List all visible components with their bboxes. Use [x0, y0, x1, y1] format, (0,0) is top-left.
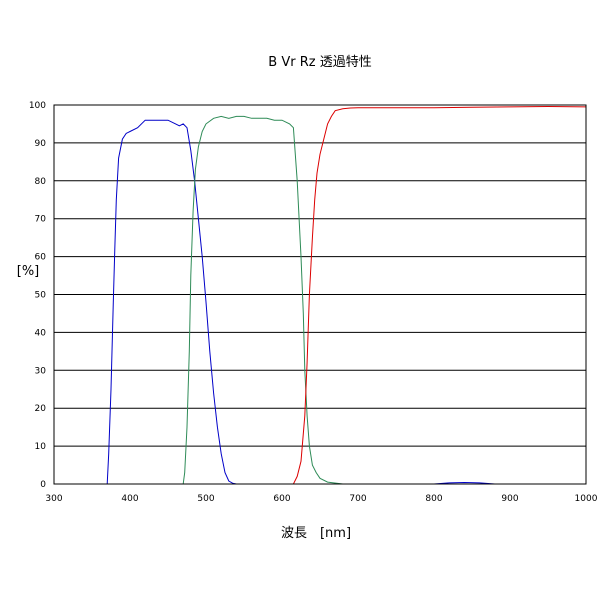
y-tick-label: 50: [35, 291, 47, 301]
x-tick-label: 1000: [575, 494, 598, 504]
y-tick-label: 0: [40, 480, 46, 490]
grid-lines: [54, 104, 586, 485]
x-tick-label: 400: [121, 494, 138, 504]
x-axis-ticks: 300 400 500 600 700 800 900 1000: [45, 494, 597, 504]
y-tick-label: 100: [29, 101, 46, 111]
y-tick-label: 10: [35, 442, 47, 452]
series-line-2: [54, 105, 587, 485]
y-tick-label: 20: [35, 404, 47, 414]
x-tick-label: 600: [273, 494, 290, 504]
series-line-1: [54, 115, 586, 485]
series-lines: [54, 105, 587, 485]
y-tick-label: 40: [35, 328, 47, 338]
chart-title: B Vr Rz 透過特性: [268, 55, 371, 70]
y-tick-label: 70: [35, 215, 47, 225]
series-line-0: [106, 119, 586, 485]
x-tick-label: 500: [197, 494, 214, 504]
plot-frame: [53, 104, 587, 485]
y-axis-ticks: 0 10 20 30 40 50 60 70 80 90 100: [29, 101, 46, 490]
x-tick-label: 300: [45, 494, 62, 504]
y-tick-label: 80: [35, 177, 47, 187]
y-tick-label: 90: [35, 139, 47, 149]
x-tick-label: 800: [425, 494, 442, 504]
y-tick-label: 60: [35, 253, 47, 263]
x-tick-label: 700: [349, 494, 366, 504]
x-tick-label: 900: [501, 494, 518, 504]
y-axis-label: [%]: [17, 264, 40, 279]
x-axis-label: 波長 [nm]: [281, 526, 351, 541]
y-tick-label: 30: [35, 366, 47, 376]
